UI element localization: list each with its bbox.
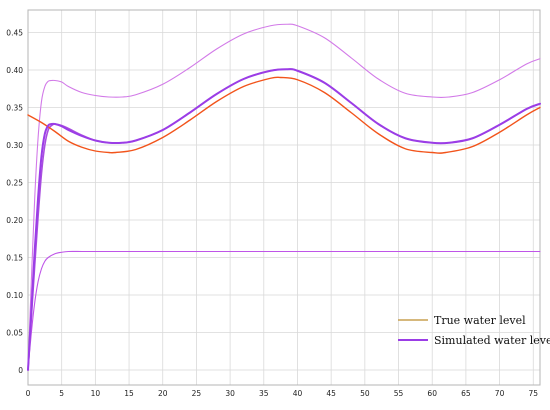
x-tick-label: 65 [461,389,471,398]
y-tick-label: 0.15 [6,254,23,263]
x-tick-label: 50 [360,389,370,398]
x-tick-label: 25 [192,389,202,398]
series-line-simulated-water-level [27,68,541,371]
y-tick-label: 0.05 [6,329,23,338]
legend-label: True water level [434,314,526,327]
x-tick-label: 75 [528,389,538,398]
x-tick-label: 10 [91,389,101,398]
legend-label: Simulated water level [434,334,550,347]
y-tick-label: 0.10 [6,291,23,300]
series-lines [27,23,541,371]
x-tick-label: 60 [427,389,437,398]
series-line-3 [27,23,541,371]
y-tick-label: 0 [18,366,23,375]
y-tick-label: 0.20 [6,216,23,225]
x-tick-label: 15 [124,389,134,398]
x-tick-label: 55 [394,389,404,398]
series-line-4 [27,250,541,371]
y-tick-label: 0.35 [6,104,23,113]
x-tick-label: 30 [225,389,235,398]
x-tick-label: 5 [59,389,64,398]
x-tick-label: 20 [158,389,168,398]
y-tick-label: 0.25 [6,179,23,188]
x-tick-label: 40 [293,389,303,398]
y-tick-label: 0.45 [6,29,23,38]
x-tick-label: 70 [495,389,505,398]
tick-labels: 0 5 10 15 20 25 30 35 40 45 50 55 60 65 70 75 0 0.05 0.10 0… [6,29,538,399]
legend: True water level Simulated water level [398,314,550,347]
plot-border [27,9,541,386]
series-line-true-water-level [27,76,541,154]
x-tick-label: 35 [259,389,269,398]
x-tick-label: 45 [326,389,336,398]
y-tick-label: 0.40 [6,66,23,75]
y-tick-label: 0.30 [6,141,23,150]
x-tick-label: 0 [26,389,31,398]
plot-frame [27,9,541,386]
